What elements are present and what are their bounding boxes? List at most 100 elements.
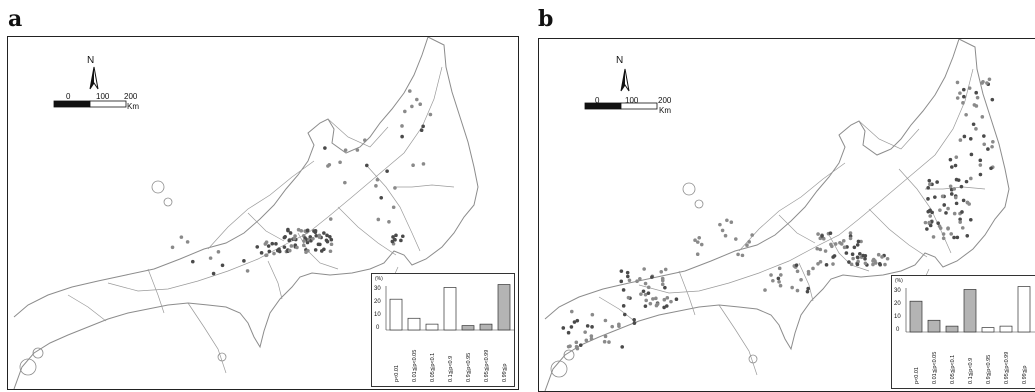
station-dot	[823, 249, 828, 253]
station-dot	[179, 235, 184, 239]
station-dot	[418, 102, 423, 107]
station-dot	[987, 77, 992, 82]
station-dot	[323, 146, 327, 150]
station-dot	[725, 218, 729, 223]
station-dot	[561, 326, 566, 330]
station-dot	[769, 273, 773, 277]
station-dot	[965, 200, 970, 205]
road-line	[267, 260, 283, 300]
station-dot	[779, 273, 783, 277]
station-dot	[282, 235, 287, 240]
map-panel-b: N 0 100 200 Km (%) 30 20 10 0 p<0.01 0.0…	[538, 38, 1035, 392]
station-dot	[659, 269, 664, 274]
station-dot	[811, 266, 815, 271]
bin-label: p<0.01	[914, 367, 920, 384]
station-dot	[376, 217, 381, 222]
station-dot	[566, 330, 571, 335]
station-dot	[643, 281, 648, 286]
station-dot	[421, 124, 425, 129]
station-dot	[643, 304, 648, 308]
station-dot	[327, 162, 332, 167]
road-line	[147, 268, 165, 314]
island	[163, 197, 173, 207]
station-dot	[938, 226, 943, 230]
bin-label: 0.99≦p	[502, 363, 508, 382]
road-line	[367, 166, 421, 252]
station-dot	[365, 163, 369, 168]
road-line	[868, 208, 928, 258]
station-dot	[242, 259, 246, 263]
station-dot	[289, 244, 294, 248]
station-dot	[245, 269, 250, 273]
coastline-south	[544, 39, 1010, 391]
station-dot	[863, 257, 867, 261]
station-dot	[948, 184, 953, 189]
station-dot	[401, 234, 405, 239]
station-dot	[394, 233, 398, 238]
station-dot	[375, 177, 380, 182]
island	[151, 180, 165, 194]
station-dot	[990, 97, 995, 102]
station-dot	[938, 208, 942, 212]
station-dot	[639, 292, 643, 296]
map-svg-b	[544, 39, 1010, 391]
station-dot	[575, 318, 580, 323]
station-dot	[828, 231, 833, 236]
station-dot	[980, 115, 985, 119]
station-dot	[391, 235, 395, 239]
station-dot	[314, 233, 319, 238]
station-dot	[569, 325, 574, 329]
station-dot	[816, 232, 820, 236]
station-dot	[319, 249, 324, 253]
map-panel-a: N 0 100 200 Km (%) 30 20 10 0 p<0.01 0.0…	[7, 36, 519, 390]
station-dot	[821, 236, 826, 241]
station-dot	[927, 220, 932, 225]
station-dot	[317, 235, 322, 239]
island	[694, 199, 704, 209]
station-dot	[975, 95, 980, 100]
station-dot	[328, 234, 332, 239]
station-dot	[610, 324, 615, 329]
road-line	[107, 66, 443, 292]
scale-bar-black	[53, 100, 91, 108]
histogram-bars-a	[385, 284, 514, 331]
station-dot	[818, 260, 823, 264]
station-dot	[264, 253, 268, 258]
station-dot	[185, 240, 190, 244]
station-dot	[856, 239, 861, 244]
station-dot	[288, 231, 293, 235]
road-line	[858, 120, 920, 150]
station-dot	[928, 214, 933, 218]
histogram-bar	[945, 325, 959, 333]
island	[682, 182, 696, 196]
station-dot	[329, 237, 334, 242]
road-line	[678, 270, 696, 316]
station-dot	[650, 275, 654, 279]
station-dot	[393, 186, 397, 190]
island	[563, 349, 575, 361]
station-dot	[958, 91, 962, 95]
road-line	[798, 262, 814, 302]
station-dot	[985, 81, 989, 85]
station-dot	[820, 234, 824, 238]
scale-bar-white	[89, 100, 127, 108]
island	[217, 352, 227, 362]
station-dot	[961, 101, 965, 105]
station-dot	[856, 259, 860, 264]
station-dot	[699, 242, 704, 247]
y-tick-30: 30	[374, 286, 381, 292]
station-dot	[385, 169, 389, 173]
station-dot	[962, 94, 966, 99]
station-dot	[931, 235, 936, 239]
station-dot	[794, 263, 799, 267]
bin-label: 0.9≦p<0.95	[986, 354, 992, 384]
station-dot	[654, 296, 658, 301]
station-dot	[574, 344, 579, 349]
station-dot	[978, 163, 983, 167]
station-dot	[942, 203, 947, 207]
station-dot	[926, 197, 930, 201]
station-dot	[961, 87, 966, 92]
y-tick-20: 20	[894, 301, 901, 307]
station-dot	[928, 223, 933, 228]
station-dot	[643, 292, 648, 297]
